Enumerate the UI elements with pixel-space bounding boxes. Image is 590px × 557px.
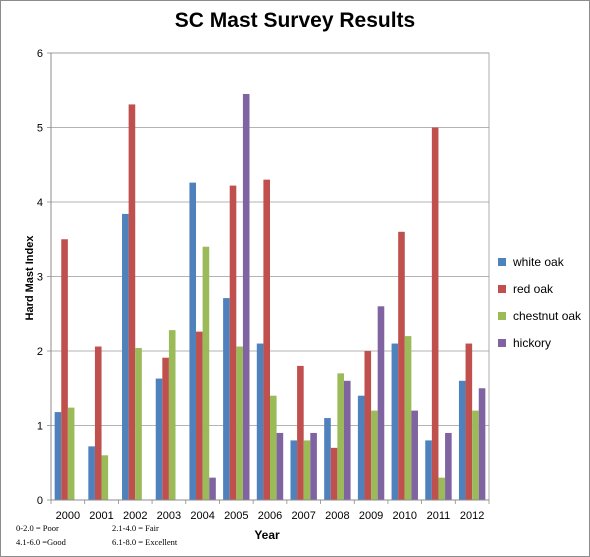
bar-white-oak <box>324 418 331 500</box>
legend-swatch-red-oak <box>498 285 506 293</box>
x-tick-label: 2000 <box>56 510 80 522</box>
scale-note-fair: 2.1-4.0 = Fair <box>112 523 159 533</box>
bar-hickory <box>310 432 317 500</box>
bar-white-oak <box>290 440 298 500</box>
x-tick-label: 2002 <box>123 510 147 522</box>
bar-hickory <box>478 388 486 500</box>
bar-hickory <box>242 93 250 500</box>
bar-red-oak <box>398 231 405 501</box>
bar-chestnut-oak <box>438 477 446 500</box>
x-tick-label: 2003 <box>157 510 181 522</box>
bar-hickory <box>411 410 418 500</box>
bar-red-oak <box>330 447 338 500</box>
bar-white-oak <box>155 378 163 500</box>
bar-chestnut-oak <box>67 407 75 500</box>
bar-white-oak <box>425 440 432 500</box>
bar-white-oak <box>458 380 466 500</box>
bar-white-oak <box>223 298 230 500</box>
bar-red-oak <box>465 343 473 500</box>
bar-white-oak <box>256 343 264 500</box>
legend-swatch-chestnut-oak <box>498 312 506 320</box>
bar-red-oak <box>364 351 372 500</box>
bar-red-oak <box>94 346 102 500</box>
legend-label: hickory <box>513 336 552 350</box>
chart-title: SC Mast Survey Results <box>174 9 416 32</box>
legend-item: red oak <box>498 282 590 296</box>
bar-red-oak <box>61 239 68 500</box>
bar-red-oak <box>128 104 136 500</box>
x-tick-label: 2010 <box>393 510 417 522</box>
y-tick-label: 2 <box>37 346 43 358</box>
bar-hickory <box>377 306 385 500</box>
y-tick-label: 5 <box>37 123 43 135</box>
bar-red-oak <box>297 365 304 500</box>
scale-note-excellent: 6.1-8.0 = Excellent <box>112 537 178 547</box>
bar-red-oak <box>229 185 237 501</box>
bar-chestnut-oak <box>337 373 344 500</box>
bar-white-oak <box>54 412 62 500</box>
bar-white-oak <box>88 446 95 500</box>
y-tick-label: 0 <box>37 495 43 507</box>
x-axis-label: Year <box>254 528 280 542</box>
bar-chestnut-oak <box>202 246 210 500</box>
bar-chestnut-oak <box>472 410 479 500</box>
bar-chestnut-oak <box>404 336 412 500</box>
legend-label: chestnut oak <box>513 309 582 323</box>
x-tick-label: 2007 <box>291 510 315 522</box>
legend: white oak red oak chestnut oak hickory <box>498 255 590 364</box>
scale-note-poor: 0-2.0 = Poor <box>16 523 59 533</box>
legend-item: hickory <box>498 336 590 350</box>
x-tick-label: 2008 <box>325 510 349 522</box>
x-tick-label: 2012 <box>460 510 484 522</box>
y-tick-label: 6 <box>37 48 43 60</box>
legend-swatch-white-oak <box>498 258 506 266</box>
scale-note-good: 4.1-6.0 =Good <box>16 537 66 547</box>
bar-red-oak <box>263 179 270 500</box>
bar-chestnut-oak <box>270 395 277 500</box>
bar-chestnut-oak <box>135 348 142 500</box>
legend-swatch-hickory <box>498 339 506 347</box>
legend-item: white oak <box>498 255 590 269</box>
bar-red-oak <box>162 357 169 500</box>
bar-red-oak <box>196 331 203 500</box>
bar-hickory <box>343 380 351 500</box>
bar-chestnut-oak <box>236 346 243 500</box>
bar-hickory <box>276 432 284 500</box>
bar-hickory <box>445 432 452 500</box>
bar-white-oak <box>189 182 197 500</box>
y-tick-label: 4 <box>37 197 43 209</box>
bar-chestnut-oak <box>303 440 311 500</box>
y-axis-label: Hard Mast Index <box>24 235 36 321</box>
y-tick-label: 3 <box>37 272 43 284</box>
x-tick-label: 2006 <box>258 510 282 522</box>
x-tick-label: 2004 <box>190 510 214 522</box>
bar-hickory <box>209 477 216 500</box>
bar-chestnut-oak <box>371 410 378 500</box>
legend-item: chestnut oak <box>498 309 590 323</box>
legend-label: white oak <box>513 255 564 269</box>
x-tick-label: 2009 <box>359 510 383 522</box>
x-tick-label: 2001 <box>89 510 113 522</box>
bar-red-oak <box>431 127 439 500</box>
y-tick-label: 1 <box>37 421 43 433</box>
x-tick-label: 2011 <box>427 510 451 522</box>
legend-label: red oak <box>513 282 554 296</box>
bar-chestnut-oak <box>168 330 176 500</box>
bar-white-oak <box>122 213 129 501</box>
bar-chestnut-oak <box>101 455 109 500</box>
x-tick-label: 2005 <box>224 510 248 522</box>
bar-white-oak <box>357 395 365 500</box>
bar-white-oak <box>391 343 399 500</box>
